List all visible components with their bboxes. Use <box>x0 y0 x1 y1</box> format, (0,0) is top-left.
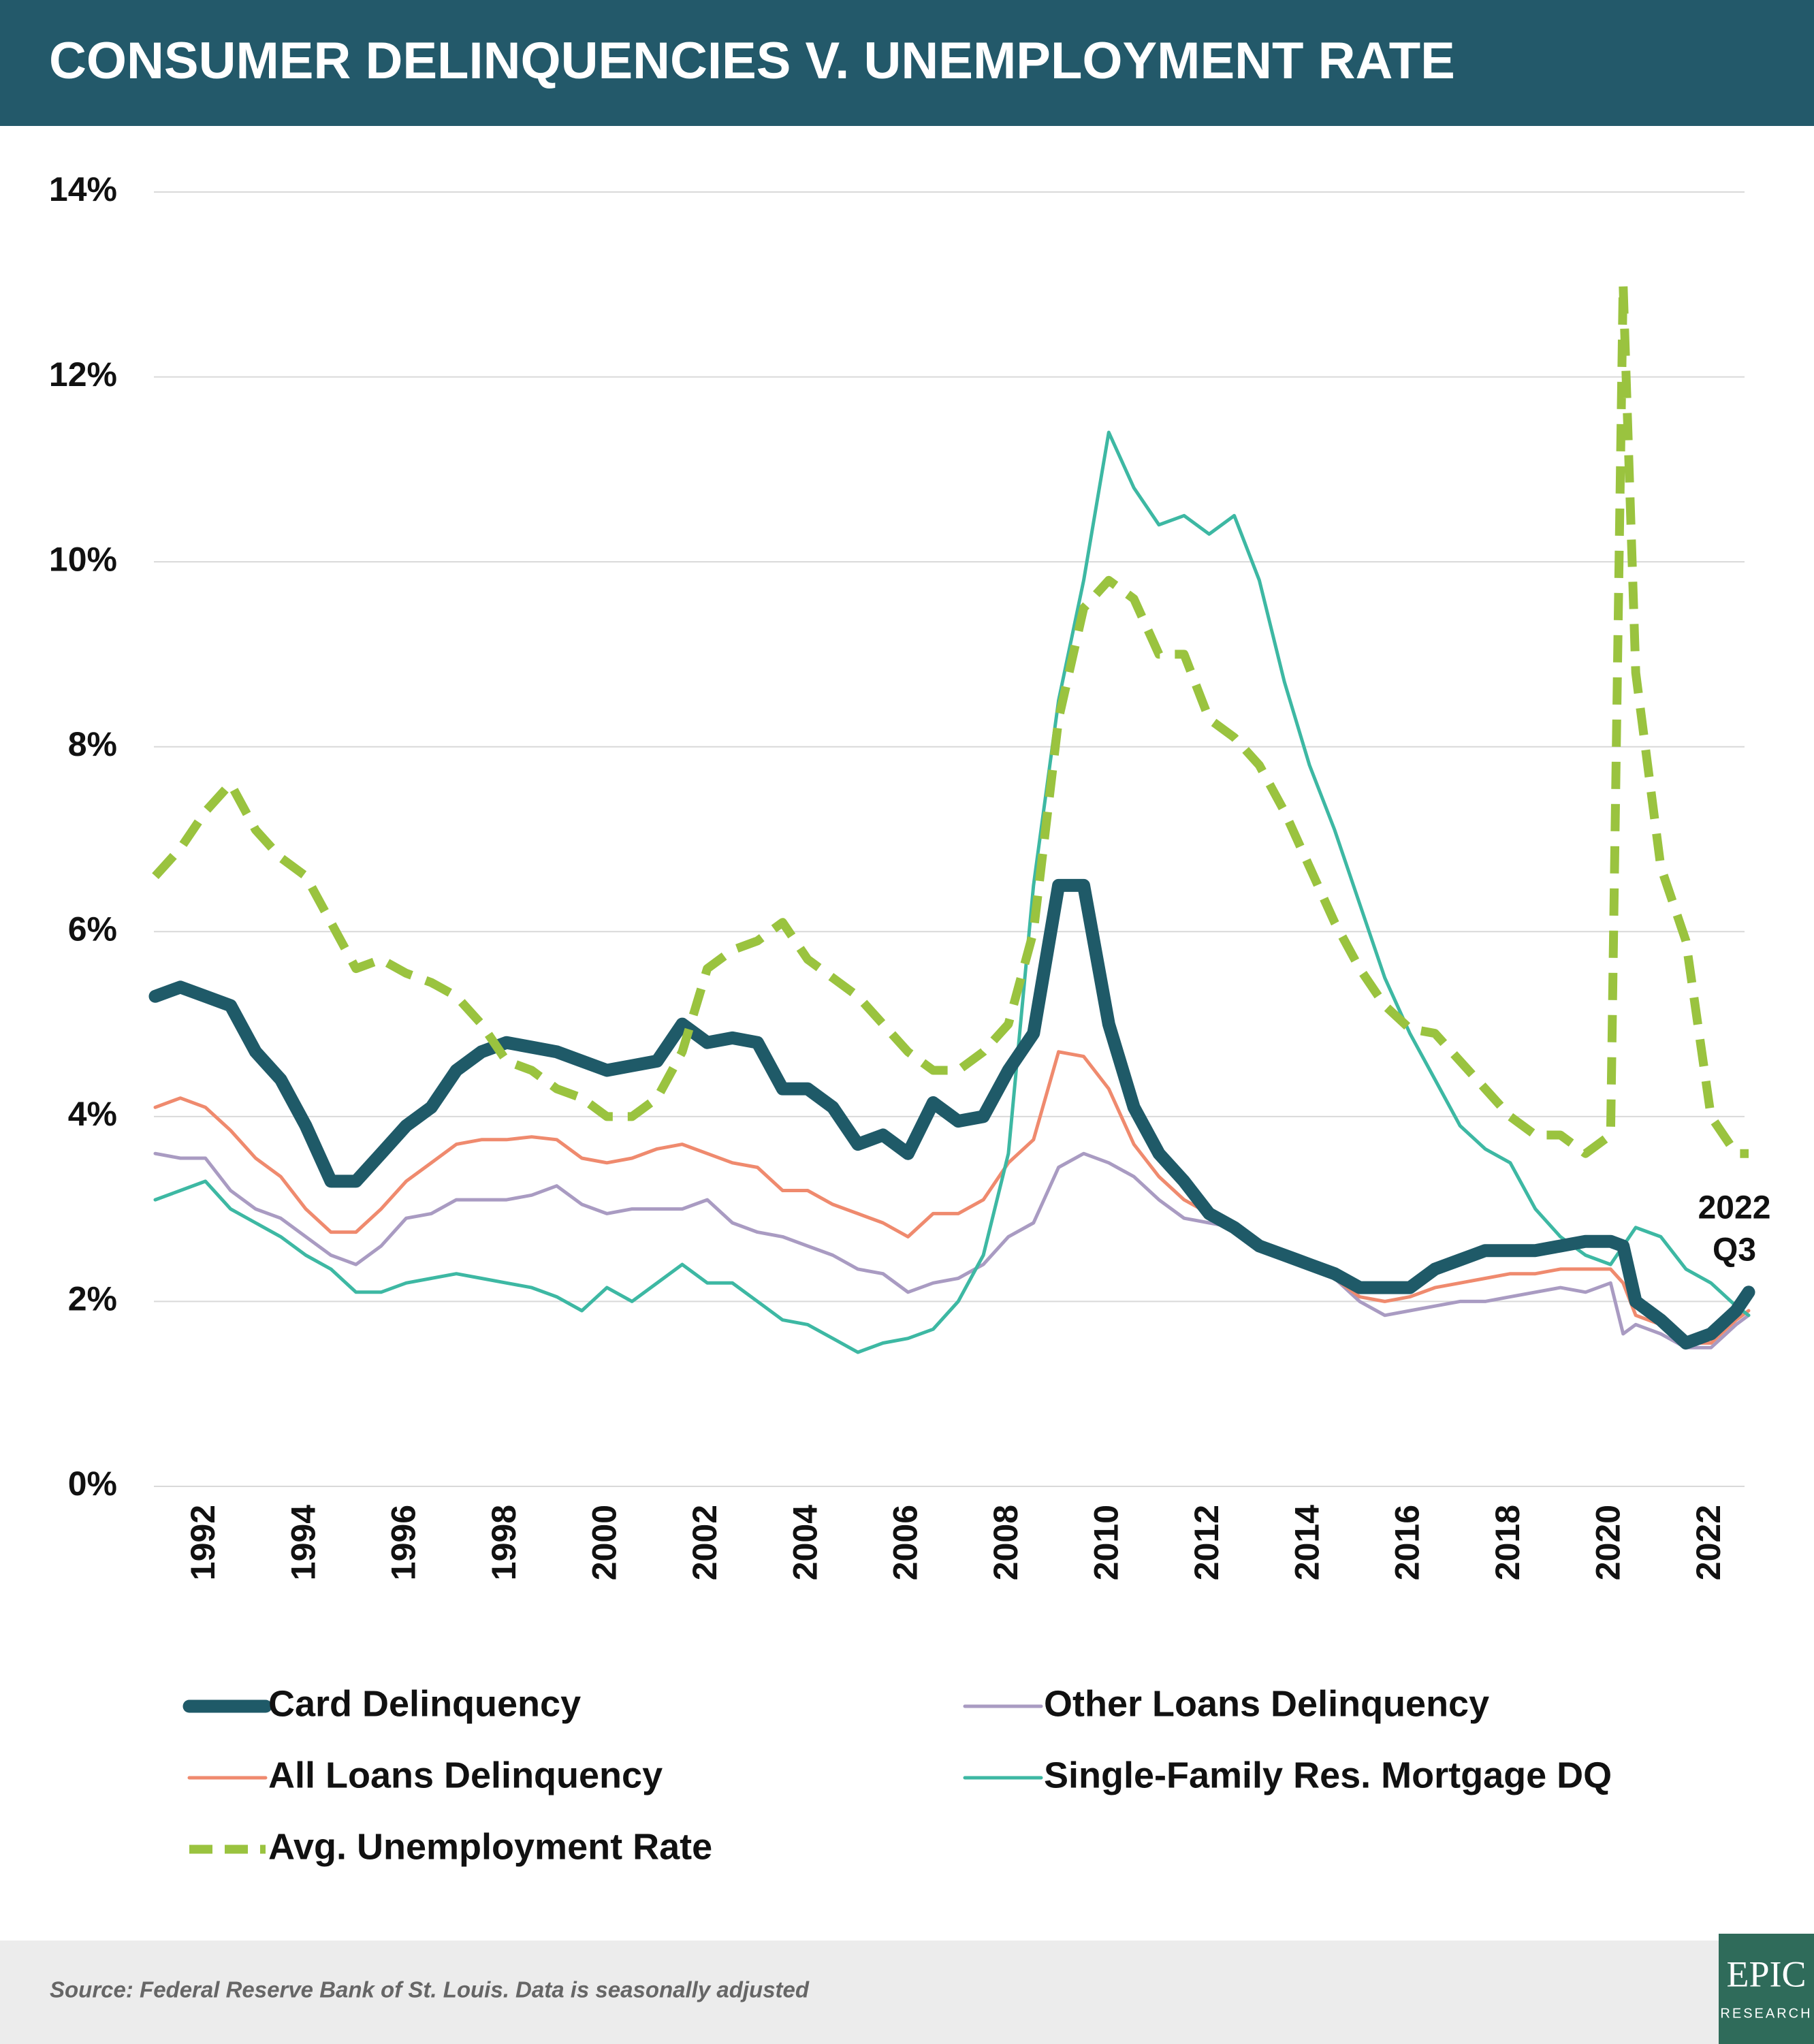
annotation: Q3 <box>1713 1232 1756 1268</box>
x-tick-label: 1996 <box>385 1505 423 1580</box>
series-line <box>152 280 1749 1158</box>
x-tick-label: 2000 <box>586 1505 624 1580</box>
title-band <box>0 0 1814 126</box>
logo-text: EPIC <box>1726 1953 1806 1994</box>
legend-label: Card Delinquency <box>268 1683 581 1724</box>
x-tick-label: 2016 <box>1388 1505 1427 1580</box>
x-tick-label: 1992 <box>184 1505 222 1580</box>
y-tick-label: 4% <box>68 1095 117 1133</box>
legend-label: All Loans Delinquency <box>268 1755 663 1795</box>
x-tick-label: 2006 <box>887 1505 925 1580</box>
y-tick-label: 2% <box>68 1280 117 1318</box>
series-line <box>153 1151 1751 1350</box>
source-note: Source: Federal Reserve Bank of St. Loui… <box>50 1977 810 2002</box>
logo-box <box>1719 1934 1814 2044</box>
x-tick-label: 2008 <box>987 1505 1025 1580</box>
x-tick-label: 2020 <box>1589 1505 1627 1580</box>
legend-label: Avg. Unemployment Rate <box>268 1826 712 1867</box>
y-tick-label: 8% <box>68 725 117 763</box>
y-tick-label: 12% <box>49 355 117 394</box>
legend-label: Other Loans Delinquency <box>1044 1683 1489 1724</box>
series-line <box>148 878 1755 1350</box>
x-tick-label: 2012 <box>1188 1505 1226 1580</box>
x-tick-label: 2002 <box>686 1505 724 1580</box>
annotation: 2022 <box>1698 1190 1771 1226</box>
y-tick-label: 0% <box>68 1465 117 1503</box>
logo-subtext: RESEARCH <box>1720 2006 1812 2021</box>
x-tick-label: 2014 <box>1288 1505 1326 1580</box>
y-tick-label: 10% <box>49 540 117 578</box>
chart-title: CONSUMER DELINQUENCIES V. UNEMPLOYMENT R… <box>49 32 1455 90</box>
legend-label: Single-Family Res. Mortgage DQ <box>1044 1755 1612 1795</box>
x-tick-label: 1994 <box>284 1505 322 1580</box>
footer-band <box>0 1941 1814 2044</box>
x-tick-label: 1998 <box>485 1505 523 1580</box>
x-tick-label: 2004 <box>786 1505 824 1580</box>
x-tick-label: 2010 <box>1087 1505 1126 1580</box>
x-tick-label: 2022 <box>1689 1505 1728 1580</box>
series-line <box>153 1050 1751 1345</box>
x-tick-label: 2018 <box>1489 1505 1527 1580</box>
series-line <box>153 430 1751 1354</box>
y-tick-label: 14% <box>49 170 117 208</box>
y-tick-label: 6% <box>68 910 117 948</box>
